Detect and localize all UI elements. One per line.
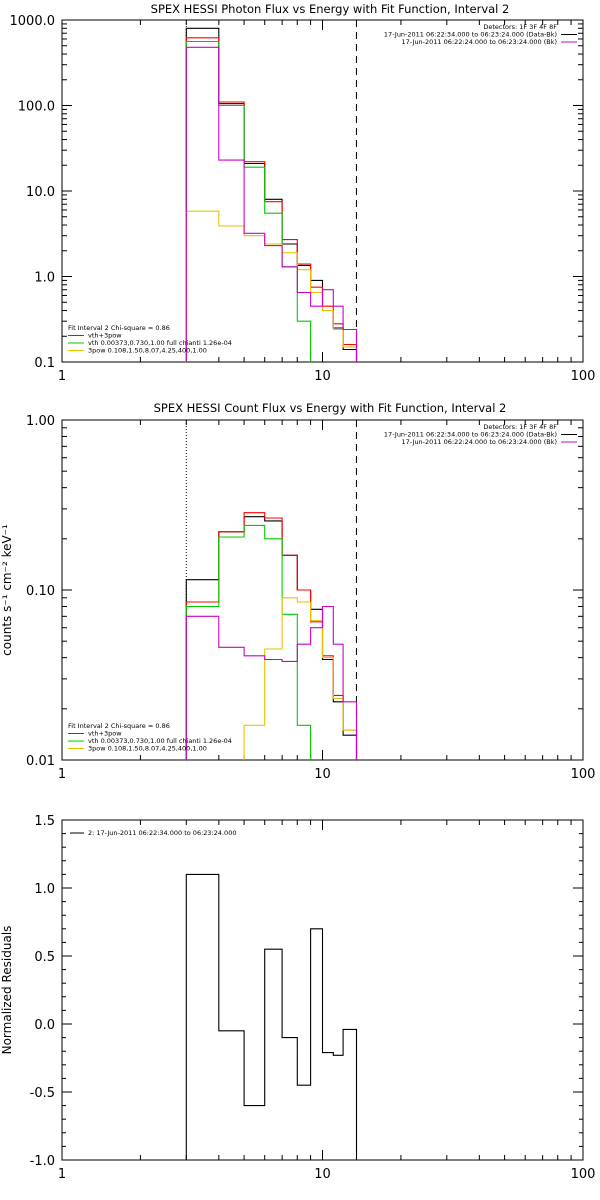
series-line-1 [185,512,358,760]
y-tick-label: 1.0 [34,271,55,286]
legend-entry: 17-Jun-2011 06:22:34.000 to 06:23:24.000… [384,431,557,439]
x-tick-label: 100 [571,369,596,384]
y-tick-label: 0.0 [34,1018,55,1033]
count-flux-ylabel: counts s⁻¹ cm⁻² keV⁻¹ [0,524,14,656]
residuals-ylabel: Normalized Residuals [0,926,14,1055]
y-tick-label: -1.0 [30,1154,55,1169]
y-tick-label: 0.1 [34,356,55,371]
series-line-3 [185,597,358,760]
residuals-panel: Normalized Residuals 1 10 100 -1.0 -0.5 0.0 0.… [0,814,595,1182]
legend-entry: 17-Jun-2011 06:22:34.000 to 06:23:24.000… [384,31,557,39]
y-tick-label: 100.0 [18,100,55,115]
series-line-2 [185,524,358,760]
count-flux-title: SPEX HESSI Count Flux vs Energy with Fit… [154,401,507,415]
legend-entry: 3pow 0.108,1.50,8.07,4.25,400,1.00 [88,745,207,753]
photon-flux-title: SPEX HESSI Photon Flux vs Energy with Fi… [151,2,510,16]
series-line-1 [185,37,358,362]
legend-entry: Detectors: 1F 3F 4F 8F [483,23,557,31]
legend-entry: 3pow 0.108,1.50,8.07,4.25,400,1.00 [88,347,207,355]
y-tick-label: 0.10 [26,584,55,599]
y-tick-label: 1000.0 [10,14,56,29]
x-tick-label: 10 [314,1167,331,1182]
photon-flux-panel: SPEX HESSI Photon Flux vs Energy with Fi… [10,2,596,384]
plot-frame [61,419,584,761]
x-tick-label: 1 [58,767,66,782]
y-tick-label: 0.5 [34,950,55,965]
count-flux-panel: SPEX HESSI Count Flux vs Energy with Fit… [0,401,596,782]
series-line-3 [185,210,358,362]
x-tick-label: 1 [58,1167,66,1182]
x-tick-label: 1 [58,369,66,384]
x-tick-label: 100 [571,1167,596,1182]
legend-entry: 17-Jun-2011 06:22:24.000 to 06:23:24.000… [402,438,557,446]
y-tick-label: 1.0 [34,882,55,897]
legend-entry: Fit Interval 2 Chi-square = 0.86 [68,324,170,332]
series-line-0 [185,873,358,1160]
legend-entry: vth+3pow [88,730,122,738]
series-line-4 [185,605,358,760]
legend-entry: Detectors: 1F 3F 4F 8F [483,423,557,431]
x-tick-label: 10 [314,767,331,782]
series-line-2 [185,40,358,362]
x-tick-label: 100 [571,767,596,782]
y-tick-label: 1.5 [34,814,55,829]
legend-entry: vth+3pow [88,332,122,340]
legend-entry: vth 0.00373,0.730,1.00 full chianti 1.26… [88,737,232,745]
legend-entry: 2: 17-Jun-2011 06:22:34.000 to 06:23:24.… [88,829,236,837]
series-line-0 [185,516,358,760]
y-tick-label: 0.01 [26,754,55,769]
legend-entry: 17-Jun-2011 06:22:24.000 to 06:23:24.000… [402,38,557,46]
y-tick-label: 10.0 [26,185,55,200]
legend-entry: vth 0.00373,0.730,1.00 full chianti 1.26… [88,339,232,347]
series-line-4 [185,46,358,362]
series-line-0 [185,27,358,362]
legend-entry: Fit Interval 2 Chi-square = 0.86 [68,722,170,730]
y-tick-label: 1.00 [26,414,55,429]
x-tick-label: 10 [314,369,331,384]
y-tick-label: -0.5 [30,1086,55,1101]
